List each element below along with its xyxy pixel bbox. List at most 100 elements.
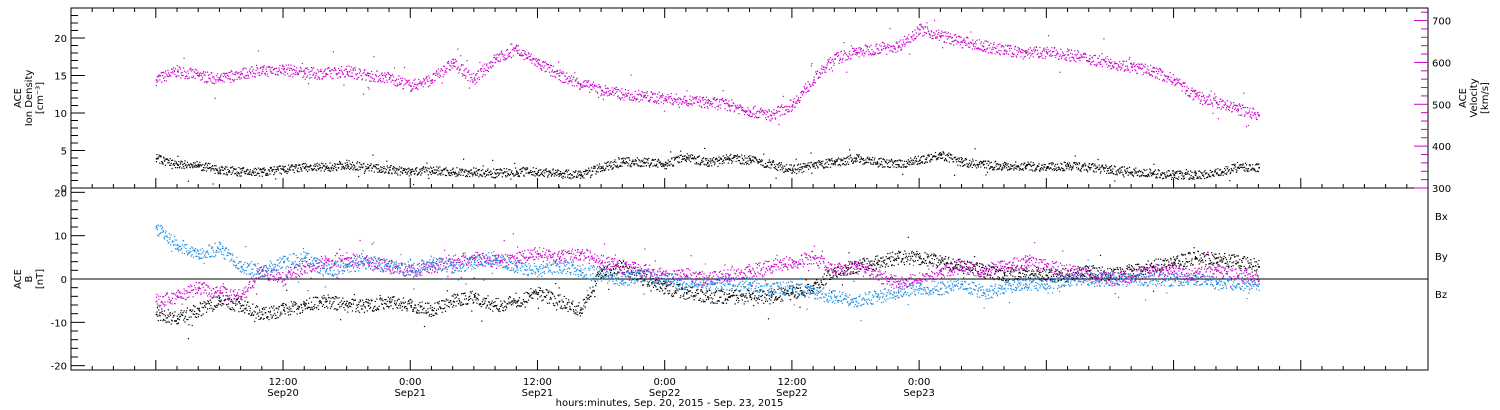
data-dot — [859, 47, 861, 49]
data-dot — [881, 48, 883, 51]
data-dot — [548, 66, 550, 68]
data-dot — [996, 163, 999, 165]
data-dot — [911, 163, 913, 165]
data-dot — [328, 166, 330, 169]
data-dot — [766, 111, 769, 113]
data-dot — [280, 168, 282, 170]
data-dot — [1048, 163, 1050, 165]
data-dot — [569, 77, 572, 79]
data-dot — [1078, 167, 1080, 169]
data-dot — [1097, 166, 1099, 168]
data-dot — [1187, 172, 1189, 174]
data-dot — [346, 73, 348, 75]
data-dot — [753, 113, 755, 115]
data-dot — [387, 167, 389, 169]
data-dot — [737, 108, 739, 110]
data-dot — [863, 52, 865, 54]
data-dot — [630, 164, 632, 166]
data-dot — [451, 171, 453, 174]
data-dot — [562, 71, 564, 73]
data-dot — [409, 172, 411, 174]
data-dot — [410, 169, 412, 171]
data-dot — [549, 171, 552, 174]
data-dot — [745, 161, 747, 163]
data-dot — [620, 165, 622, 167]
data-dot — [556, 73, 558, 75]
data-dot — [904, 166, 906, 168]
data-dot — [684, 95, 686, 97]
data-dot — [480, 170, 482, 172]
data-dot — [758, 116, 760, 118]
data-point — [261, 70, 264, 73]
data-dot — [293, 73, 295, 75]
data-dot — [574, 80, 576, 82]
data-dot — [587, 81, 589, 83]
data-dot — [351, 72, 353, 74]
data-dot — [222, 169, 224, 171]
data-dot — [642, 92, 644, 94]
data-dot — [1208, 175, 1210, 177]
data-dot — [886, 53, 888, 55]
data-dot — [710, 101, 712, 103]
data-dot — [234, 72, 236, 74]
data-dot — [744, 110, 746, 112]
data-dot — [822, 68, 824, 70]
data-dot — [856, 52, 858, 54]
data-dot — [968, 46, 970, 48]
data-dot — [436, 71, 438, 73]
data-dot — [416, 167, 418, 169]
data-dot — [335, 72, 337, 75]
data-dot — [622, 159, 625, 161]
data-dot — [1076, 163, 1078, 165]
data-dot — [1106, 170, 1108, 172]
data-dot — [535, 172, 537, 175]
data-dot — [490, 173, 492, 175]
data-dot — [941, 153, 943, 155]
data-dot — [1186, 90, 1188, 92]
data-dot — [573, 76, 575, 78]
data-dot — [604, 169, 606, 171]
data-dot — [520, 171, 522, 173]
data-dot — [928, 154, 930, 156]
data-dot — [958, 157, 960, 159]
data-dot — [916, 163, 918, 166]
data-dot — [1145, 72, 1147, 74]
data-dot — [578, 175, 580, 177]
data-dot — [399, 83, 401, 86]
data-dot — [623, 94, 625, 96]
data-dot — [575, 170, 577, 172]
data-dot — [1020, 52, 1022, 54]
data-dot — [1034, 51, 1036, 53]
data-dot — [1121, 171, 1123, 173]
data-dot — [515, 173, 517, 175]
data-dot — [802, 90, 804, 92]
data-dot — [800, 166, 802, 168]
data-dot — [927, 155, 929, 157]
data-dot — [1099, 63, 1101, 65]
data-dot — [625, 94, 627, 96]
data-dot — [593, 87, 595, 89]
data-dot — [1134, 170, 1136, 172]
data-dot — [584, 173, 586, 175]
data-dot — [657, 166, 659, 168]
data-dot — [729, 158, 731, 160]
data-dot — [571, 84, 573, 87]
data-dot — [779, 169, 781, 171]
data-dot — [458, 72, 460, 74]
data-dot — [158, 74, 160, 76]
data-dot — [456, 167, 458, 169]
data-dot — [949, 42, 951, 45]
data-dot — [878, 158, 880, 160]
data-dot — [489, 62, 491, 64]
data-dot — [388, 171, 390, 173]
data-dot — [585, 170, 587, 172]
data-dot — [966, 44, 968, 46]
data-dot — [529, 171, 531, 173]
data-dot — [1137, 174, 1139, 176]
data-dot — [614, 165, 616, 167]
data-dot — [395, 78, 397, 80]
data-dot — [445, 71, 448, 73]
data-dot — [325, 163, 327, 165]
data-dot — [808, 89, 810, 91]
data-dot — [880, 164, 882, 166]
